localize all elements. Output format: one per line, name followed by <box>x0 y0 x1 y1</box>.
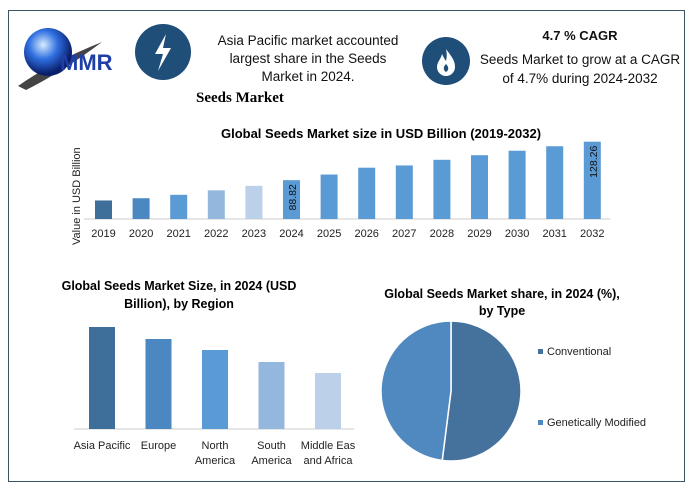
pie-slice-Genetically Modified <box>380 320 452 462</box>
x-tick-label: North <box>202 440 229 452</box>
x-tick-label: Middle Eas <box>301 440 356 452</box>
x-tick-label: South <box>257 440 286 452</box>
x-tick-label: 2022 <box>204 228 228 240</box>
bar-2021 <box>170 194 188 219</box>
frame <box>8 10 685 482</box>
flame-icon <box>422 37 470 85</box>
region-chart: Global Seeds Market Size, in 2024 (USD B… <box>62 279 356 467</box>
x-tick-label: Europe <box>141 440 176 452</box>
legend-swatch <box>538 420 543 425</box>
cagr-title: 4.7 % CAGR <box>542 28 618 43</box>
bar-Asia Pacific <box>89 327 115 429</box>
bar-2020 <box>132 198 150 219</box>
bar-2019 <box>95 200 112 219</box>
x-tick-label: and Africa <box>304 455 354 467</box>
bar-2030 <box>508 150 526 219</box>
x-tick-label: 2019 <box>91 228 115 240</box>
bar-2025 <box>320 174 338 219</box>
bar-2027 <box>395 165 413 219</box>
bar-2023 <box>245 185 263 219</box>
bar-South America <box>258 362 285 429</box>
x-tick-label: America <box>195 455 236 467</box>
bar-2026 <box>358 167 376 219</box>
x-tick-label: 2020 <box>129 228 153 240</box>
x-tick-label: 2029 <box>467 228 491 240</box>
x-tick-label: 2023 <box>242 228 266 240</box>
bar-2024 <box>283 180 300 219</box>
x-tick-label: 2031 <box>542 228 566 240</box>
x-tick-label: 2021 <box>166 228 190 240</box>
y-axis-label: Value in USD Billion <box>71 147 83 245</box>
legend-label: Genetically Modified <box>547 417 646 429</box>
chart-title: Global Seeds Market Size, in 2024 (USD <box>62 279 297 293</box>
globe-logo-icon: MMR <box>18 28 113 90</box>
x-tick-label: 2026 <box>354 228 378 240</box>
x-tick-label: Asia Pacific <box>74 440 131 452</box>
type-pie-chart: Global Seeds Market share, in 2024 (%), b… <box>380 287 646 462</box>
pie-slice-Conventional <box>441 320 522 462</box>
bar-2032 <box>583 141 601 219</box>
bar-Middle East and Africa <box>315 373 341 429</box>
legend-label: Conventional <box>547 346 611 358</box>
lightning-icon <box>135 24 191 80</box>
market-size-chart: Global Seeds Market size in USD Billion … <box>71 126 611 245</box>
chart-title-line2: by Type <box>479 304 525 318</box>
x-tick-label: 2032 <box>580 228 604 240</box>
bar-2031 <box>546 146 564 219</box>
bar-2029 <box>471 155 488 219</box>
chart-title: Global Seeds Market size in USD Billion … <box>221 126 541 141</box>
bar-Europe <box>145 339 172 429</box>
data-label: 88.82 <box>287 184 299 210</box>
bar-North America <box>202 350 228 429</box>
x-tick-label: 2028 <box>430 228 454 240</box>
x-tick-label: 2025 <box>317 228 341 240</box>
x-tick-label: 2027 <box>392 228 416 240</box>
x-tick-label: 2030 <box>505 228 529 240</box>
legend-swatch <box>538 349 543 354</box>
x-tick-label: 2024 <box>279 228 303 240</box>
chart-title: Global Seeds Market share, in 2024 (%), <box>384 287 620 301</box>
highlight-text: Asia Pacific market accounted largest sh… <box>217 33 399 84</box>
x-tick-label: America <box>251 455 292 467</box>
data-label: 128.26 <box>588 146 600 178</box>
page-title: Seeds Market <box>196 90 284 106</box>
chart-title-line2: Billion), by Region <box>124 297 234 311</box>
cagr-text: Seeds Market to grow at a CAGR of 4.7% d… <box>479 52 681 86</box>
bar-2022 <box>207 190 225 219</box>
logo-text: MMR <box>60 50 113 75</box>
bar-2028 <box>433 159 451 219</box>
